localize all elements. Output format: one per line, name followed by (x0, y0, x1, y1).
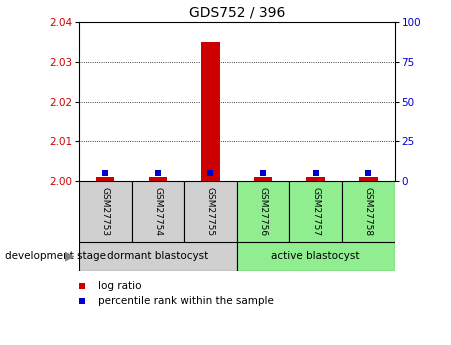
Bar (201, 42, 220, 181)
Text: dormant blastocyst: dormant blastocyst (107, 251, 208, 261)
Text: GSM27757: GSM27757 (311, 187, 320, 236)
Bar (254, 177, 272, 181)
Bar (342, 181, 395, 241)
Bar (79, 241, 237, 271)
Bar (307, 177, 325, 181)
Bar (184, 181, 237, 241)
Bar (132, 181, 184, 241)
Text: development stage: development stage (5, 251, 106, 261)
Bar (290, 181, 342, 241)
Text: active blastocyst: active blastocyst (272, 251, 360, 261)
Bar (237, 241, 395, 271)
Text: ▶: ▶ (65, 250, 75, 263)
Bar (237, 181, 290, 241)
Text: GSM27756: GSM27756 (258, 187, 267, 236)
Text: GSM27758: GSM27758 (364, 187, 373, 236)
Bar (359, 177, 377, 181)
Bar (96, 177, 115, 181)
Text: percentile rank within the sample: percentile rank within the sample (98, 296, 274, 306)
Text: GSM27755: GSM27755 (206, 187, 215, 236)
Text: log ratio: log ratio (98, 281, 141, 291)
Bar (149, 177, 167, 181)
Title: GDS752 / 396: GDS752 / 396 (189, 6, 285, 20)
Text: GSM27754: GSM27754 (153, 187, 162, 236)
Bar (79, 181, 132, 241)
Text: GSM27753: GSM27753 (101, 187, 110, 236)
